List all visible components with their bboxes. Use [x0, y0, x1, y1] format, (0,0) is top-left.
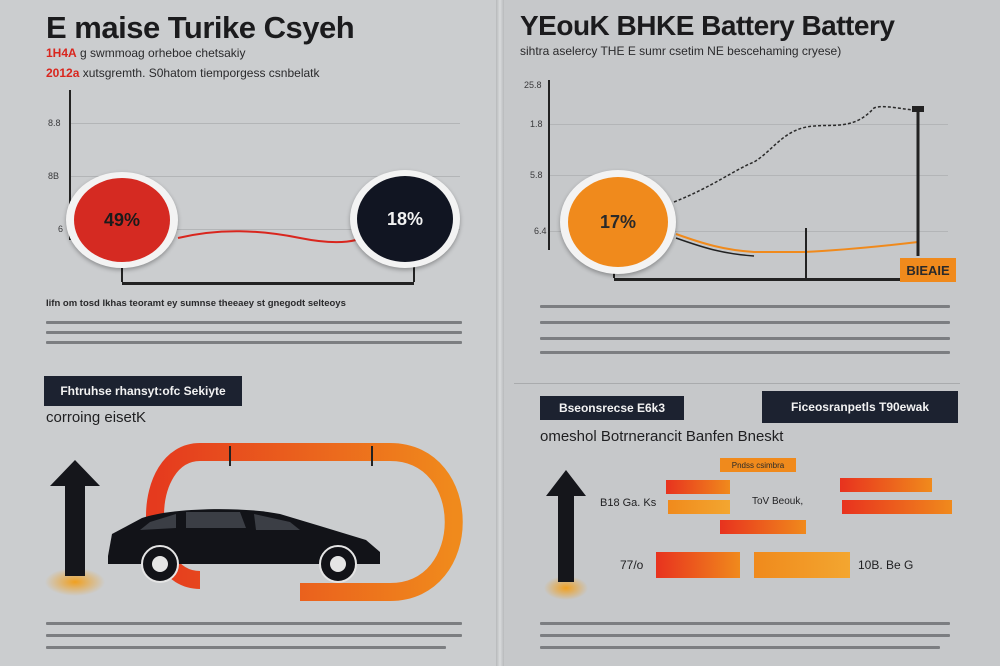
up-arrow-icon — [546, 470, 586, 582]
circle-orange: 17% — [560, 170, 676, 274]
text-line — [540, 622, 950, 625]
left-subtitle-red-2: 2012a — [46, 66, 80, 80]
trend-line — [675, 233, 919, 253]
left-subtitle-line-2: 2012a xutsgremth. S0hatom tiemporgess cs… — [46, 66, 320, 80]
text-line — [540, 646, 940, 649]
trend-line — [177, 230, 357, 244]
left-title: E maise Turike Csyeh — [46, 10, 355, 45]
left-panel: E maise Turike Csyeh 1H4A g swmmoag orhe… — [0, 0, 496, 666]
right-panel: YEouK BHKE Battery Battery sihtra aseler… — [504, 0, 1000, 666]
left-line-chart — [121, 230, 415, 282]
text-line — [46, 646, 446, 649]
text-line — [46, 331, 462, 334]
grid-line — [548, 124, 948, 125]
trend-line — [673, 105, 917, 203]
car-icon — [108, 509, 380, 583]
right-line-chart — [613, 105, 924, 278]
row-label-2: ToV Beouk, — [752, 496, 804, 507]
x-axis — [614, 278, 954, 281]
y-tick-label: 8B — [48, 171, 60, 181]
grid-line — [548, 175, 948, 176]
bar-header: Pndss csimbra — [720, 458, 796, 472]
text-line — [46, 321, 462, 324]
text-line — [540, 351, 950, 354]
bar — [754, 552, 850, 578]
x-axis — [122, 282, 414, 285]
divider-line — [514, 383, 960, 384]
y-tick-label: 1.8 — [530, 119, 543, 129]
y-axis — [548, 80, 550, 250]
car-graphic — [45, 443, 463, 601]
bar — [666, 480, 730, 494]
left-subtitle-red-1: 1H4A — [46, 46, 77, 60]
text-line — [540, 634, 950, 637]
right-dark-box-1: Bseonsrecse E6k3 — [540, 396, 684, 420]
grid-line — [70, 176, 460, 177]
y-axis — [69, 90, 71, 240]
up-arrow-icon — [50, 460, 100, 576]
bar — [720, 520, 806, 534]
text-line — [46, 622, 462, 625]
left-section-heading: corroing eisetK — [46, 409, 147, 426]
grid-line — [70, 123, 460, 124]
left-subtitle-1: g swmmoag orheboe chetsakiy — [80, 46, 246, 60]
panel-divider — [496, 0, 504, 666]
grid-line — [548, 231, 948, 232]
right-title: YEouK BHKE Battery Battery — [520, 10, 895, 41]
text-line — [540, 337, 950, 340]
right-arrow-graphic — [544, 470, 588, 600]
left-paragraph-heading: Iifn om tosd Ikhas teoramt ey sumnse the… — [46, 298, 346, 309]
left-subtitle-2: xutsgremth. S0hatom tiemporgess csnbelat… — [82, 66, 320, 80]
circle-red: 49% — [66, 172, 178, 268]
circle-red-value: 49% — [74, 178, 170, 262]
y-tick-label: 25.8 — [524, 80, 542, 90]
grid-line — [70, 229, 460, 230]
bar — [656, 552, 740, 578]
bar — [668, 500, 730, 514]
text-line — [540, 321, 950, 324]
left-dark-box: Fhtruhse rhansyt:ofc Sekiyte — [44, 376, 242, 406]
right-section-heading: omeshol Botrnerancit Banfen Bneskt — [540, 428, 784, 445]
right-subtitle: sihtra aselercy THE E sumr csetim NE bes… — [520, 44, 842, 58]
text-line — [540, 305, 950, 308]
row-label-1: B18 Ga. Ks — [600, 497, 657, 509]
bar — [840, 478, 932, 492]
badge: BIEAIE — [900, 258, 956, 282]
bar — [842, 500, 952, 514]
y-tick-label: 6.4 — [534, 226, 547, 236]
circle-orange-value: 17% — [568, 177, 668, 267]
row-label-3: 77/o — [620, 558, 644, 572]
circle-dark-value: 18% — [357, 176, 453, 262]
text-line — [46, 634, 462, 637]
y-tick-label: 8.8 — [48, 118, 61, 128]
circle-dark: 18% — [350, 170, 460, 268]
y-tick-label: 5.8 — [530, 170, 543, 180]
row-label-4: 10B. Be G — [858, 558, 914, 572]
y-tick-label: 6 — [58, 224, 64, 234]
left-subtitle-line-1: 1H4A g swmmoag orheboe chetsakiy — [46, 46, 245, 60]
text-line — [46, 341, 462, 344]
right-dark-box-2: Ficeosranpetls T90ewak — [762, 391, 958, 423]
